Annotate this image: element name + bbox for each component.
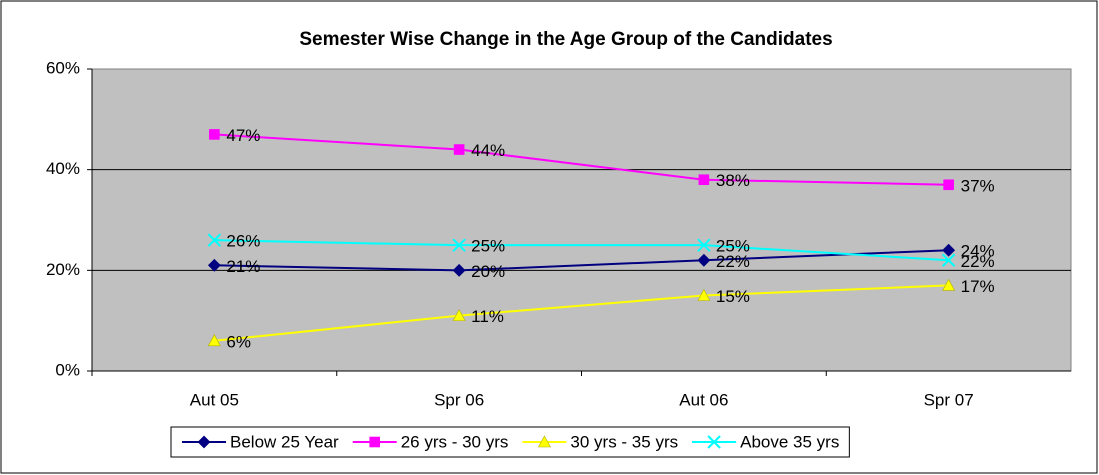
data-label: 26% <box>226 232 260 251</box>
data-label: 44% <box>471 141 505 160</box>
data-point <box>452 309 466 321</box>
data-label: 15% <box>716 287 750 306</box>
legend-label: 30 yrs - 35 yrs <box>570 432 678 451</box>
data-label: 38% <box>716 171 750 190</box>
legend-marker <box>707 435 721 449</box>
x-tick-label: Aut 06 <box>679 390 728 409</box>
y-tick-label: 40% <box>46 159 80 178</box>
data-point <box>697 238 711 252</box>
data-point <box>207 233 222 247</box>
y-tick-label: 20% <box>46 260 80 279</box>
series-line <box>214 284 949 342</box>
legend-box <box>170 426 850 458</box>
data-label: 47% <box>226 126 260 145</box>
data-point <box>452 238 466 252</box>
legend-label: Above 35 yrs <box>740 432 839 451</box>
chart-title: Semester Wise Change in the Age Group of… <box>299 29 832 50</box>
data-label: 22% <box>716 252 750 271</box>
y-tick-label: 0% <box>55 360 80 379</box>
data-label: 17% <box>961 277 995 296</box>
data-point <box>207 258 221 272</box>
data-label: 25% <box>716 237 750 256</box>
data-label: 11% <box>471 307 504 326</box>
legend-label: 26 yrs - 30 yrs <box>401 432 509 451</box>
data-point <box>941 253 956 267</box>
data-label: 21% <box>226 257 260 276</box>
y-tick-label: 60% <box>46 58 80 77</box>
data-point <box>207 334 221 347</box>
series-line <box>214 133 949 186</box>
series-line <box>214 249 949 272</box>
legend-marker <box>369 436 381 448</box>
legend-marker <box>197 435 211 449</box>
data-label: 37% <box>961 176 995 195</box>
data-label: 20% <box>471 262 505 281</box>
data-point <box>453 144 465 155</box>
series-line <box>214 239 949 262</box>
x-tick-label: Spr 07 <box>924 390 974 409</box>
data-label: 25% <box>471 237 505 256</box>
data-point <box>698 174 710 186</box>
data-point <box>209 129 220 140</box>
data-label: 24% <box>961 242 995 261</box>
data-label: 22% <box>961 252 995 271</box>
plot-area <box>91 68 1072 372</box>
data-point <box>942 243 956 257</box>
data-point <box>942 278 956 291</box>
data-label: 6% <box>226 332 251 351</box>
legend-label: Below 25 Year <box>230 432 339 451</box>
x-tick-label: Spr 06 <box>434 390 484 409</box>
legend: Below 25 Year 26 yrs - 30 yrs 30 yrs - 35 … <box>170 426 850 458</box>
data-point <box>452 263 466 277</box>
data-point <box>943 179 954 191</box>
legend-marker <box>537 435 551 448</box>
data-point <box>697 288 711 301</box>
x-tick-label: Aut 05 <box>190 390 239 409</box>
data-point <box>697 253 711 267</box>
